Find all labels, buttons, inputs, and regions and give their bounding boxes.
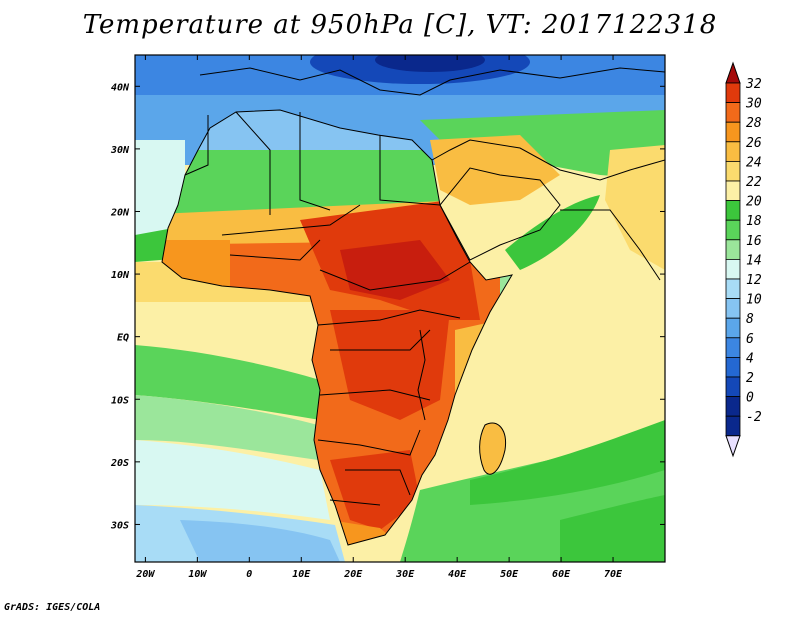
lat-tick-label: 20N [110, 207, 130, 218]
colorbar-swatch [725, 356, 741, 378]
colorbar-swatch [725, 102, 741, 123]
colorbar-swatch [725, 415, 741, 437]
colorbar-top-arrow [725, 61, 741, 84]
lat-tick-label: 40N [111, 82, 130, 93]
colorbar-label: 26 [746, 136, 762, 151]
colorbar-label: 30 [745, 97, 762, 112]
colorbar-swatch [725, 278, 741, 300]
colorbar-label: 8 [746, 312, 754, 327]
lat-tick-label: 10S [111, 395, 129, 406]
colorbar-label: -2 [746, 410, 762, 425]
colorbar-label: 10 [746, 293, 762, 308]
axis-ticks: 40N 30N 20N 10N EQ 10S 20S 30S 20W 10W 0 10E 20E 30E 4… [110, 55, 665, 580]
colorbar-swatch [725, 317, 741, 339]
colorbar-label: 20 [746, 195, 762, 210]
colorbar-swatch [725, 298, 741, 319]
colorbar-swatch [725, 180, 741, 202]
lon-tick-label: 20W [135, 569, 155, 580]
colorbar-swatch [725, 82, 741, 104]
lon-tick-label: 30E [395, 569, 415, 580]
lon-tick-label: 10E [292, 569, 311, 580]
colorbar-label: 16 [746, 234, 762, 249]
lon-tick-label: 0 [246, 569, 252, 580]
lon-tick-label: 70E [604, 569, 623, 580]
lon-tick-label: 50E [500, 569, 519, 580]
lat-tick-label: 10N [111, 270, 130, 281]
colorbar-swatch [725, 219, 741, 241]
colorbar-label: 18 [746, 214, 762, 229]
lat-tick-label: EQ [117, 333, 129, 344]
coastlines-borders [161, 67, 665, 546]
colorbar-label: 28 [746, 116, 762, 131]
colorbar-swatch [725, 141, 741, 162]
colorbar-label: 4 [746, 351, 754, 366]
colorbar-swatch [725, 396, 741, 417]
lon-tick-label: 20E [343, 569, 363, 580]
colorbar-swatch [725, 376, 741, 398]
colorbar-swatch [725, 258, 741, 280]
lon-tick-label: 40E [448, 569, 467, 580]
colorbar-swatch [725, 121, 741, 143]
lon-tick-label: 10W [188, 569, 207, 580]
colorbar-label: 6 [746, 332, 754, 347]
colorbar-label: 22 [746, 175, 762, 190]
colorbar-label: 32 [745, 77, 762, 92]
map-frame [134, 54, 666, 563]
colorbar-label: 2 [746, 371, 754, 386]
colorbar-swatch [725, 200, 741, 221]
colorbar-swatch [725, 160, 741, 182]
temperature-field [135, 55, 665, 562]
colorbar-label: 24 [746, 155, 762, 170]
colorbar-swatch [725, 239, 741, 260]
lon-tick-label: 60E [552, 569, 571, 580]
lat-tick-label: 20S [110, 458, 129, 469]
colorbar-swatch [725, 337, 741, 358]
lat-tick-label: 30S [110, 520, 129, 531]
lat-tick-label: 30N [110, 145, 130, 156]
colorbar-bottom-arrow [725, 435, 741, 458]
colorbar-label: 14 [746, 253, 762, 268]
colorbar-label: 12 [746, 273, 762, 288]
map-title: Temperature at 950hPa [C], VT: 201712231… [82, 10, 718, 40]
colorbar-label: 0 [746, 391, 754, 406]
credit-label: GrADS: IGES/COLA [4, 602, 101, 613]
